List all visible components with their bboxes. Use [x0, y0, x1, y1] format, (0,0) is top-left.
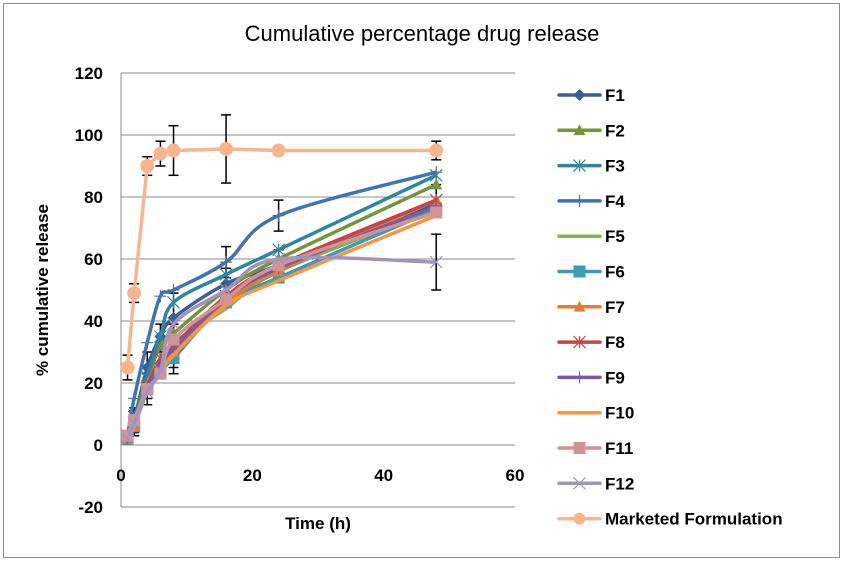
legend-marker: [573, 124, 586, 136]
series-f4: [121, 166, 443, 442]
data-point: [271, 143, 286, 158]
x-tick-label: 0: [116, 466, 125, 485]
legend-marker: [573, 512, 586, 525]
legend-label: F5: [605, 227, 625, 246]
x-tick-label: 60: [506, 466, 525, 485]
legend-label: F1: [605, 86, 625, 105]
legend-marker: [573, 442, 586, 454]
data-point: [141, 336, 154, 349]
data-point: [219, 141, 234, 156]
legend-label: F10: [605, 404, 634, 423]
x-tick-label: 20: [243, 466, 262, 485]
data-point: [430, 166, 443, 179]
legend-label: F7: [605, 298, 625, 317]
data-point: [272, 209, 285, 222]
data-point: [127, 416, 141, 430]
y-tick-label: 120: [75, 64, 103, 83]
data-point: [220, 293, 233, 306]
data-point: [272, 252, 286, 266]
legend-item: F8: [557, 333, 625, 352]
series-f3: [121, 168, 443, 443]
legend-item: F7: [557, 298, 625, 317]
legend-label: F4: [605, 192, 625, 211]
x-tick-label: 40: [374, 466, 393, 485]
data-point: [219, 283, 233, 297]
legend-label: F3: [605, 157, 625, 176]
series-f12: [121, 252, 443, 446]
legend-label: F6: [605, 263, 625, 282]
y-tick-label: 100: [75, 126, 103, 145]
data-point: [167, 284, 180, 296]
legend-label: F2: [605, 121, 625, 140]
legend-item: F4: [557, 192, 625, 211]
legend-marker: [573, 371, 586, 384]
data-point: [120, 360, 135, 375]
legend: F1 F2 F3 F4 F5 F6 F7 F8 F9 F10 F11 F12 Marketed Form…: [557, 86, 783, 529]
legend-item: F5: [557, 227, 625, 246]
series-line: [125, 255, 437, 440]
data-point: [154, 290, 167, 303]
legend-item: F12: [557, 474, 634, 493]
y-tick-label: 20: [84, 374, 103, 393]
data-point: [167, 295, 180, 309]
data-point: [140, 159, 155, 173]
data-point: [429, 143, 444, 158]
y-tick-label: 0: [94, 436, 103, 455]
data-point: [153, 146, 168, 161]
series-line: [125, 170, 437, 437]
data-point: [220, 256, 233, 269]
data-point: [166, 143, 181, 158]
data-point: [121, 432, 134, 446]
legend-label: F12: [605, 474, 634, 493]
chart-title: Cumulative percentage drug release: [245, 21, 600, 46]
legend-marker: [573, 335, 586, 349]
legend-label: F9: [605, 368, 625, 387]
legend-item: F1: [557, 86, 625, 105]
legend-marker: [573, 476, 586, 490]
data-point: [127, 286, 142, 301]
legend-marker: [573, 89, 586, 101]
data-point: [272, 243, 286, 257]
y-tick-label: 40: [84, 312, 103, 331]
legend-item: Marketed Formulation: [557, 510, 783, 529]
data-point: [430, 178, 443, 190]
x-axis-label: Time (h): [285, 514, 351, 533]
legend-item: F11: [557, 439, 633, 458]
legend-item: F9: [557, 368, 625, 387]
gridlines: [121, 72, 515, 446]
series-group: [120, 141, 444, 446]
y-tick-label: 60: [84, 250, 103, 269]
legend-marker: [573, 300, 586, 312]
y-tick-label: 80: [84, 188, 103, 207]
data-point: [167, 333, 180, 346]
data-point: [219, 268, 233, 281]
data-point: [153, 364, 167, 378]
chart-frame: [3, 3, 840, 558]
data-point: [167, 317, 180, 331]
data-point: [140, 385, 154, 399]
legend-label: F11: [605, 439, 633, 458]
series-marketed-formulation: [120, 141, 444, 375]
legend-item: F10: [557, 404, 634, 423]
legend-label: Marketed Formulation: [605, 510, 783, 529]
legend-marker: [573, 194, 586, 207]
legend-item: F3: [557, 157, 625, 176]
y-axis-label: % cumulative release: [33, 204, 52, 376]
legend-marker: [573, 265, 586, 278]
data-point: [128, 392, 141, 405]
data-point: [429, 255, 443, 269]
y-tick-labels: -20 0 20 40 60 80 100 120: [75, 64, 103, 517]
legend-marker: [573, 159, 586, 173]
legend-label: F8: [605, 333, 625, 352]
legend-item: F2: [557, 121, 625, 140]
x-tick-labels: 0 20 40 60: [116, 466, 524, 485]
legend-item: F6: [557, 263, 625, 282]
data-point: [430, 206, 443, 219]
y-tick-label: -20: [78, 498, 103, 517]
axes: [120, 73, 515, 508]
